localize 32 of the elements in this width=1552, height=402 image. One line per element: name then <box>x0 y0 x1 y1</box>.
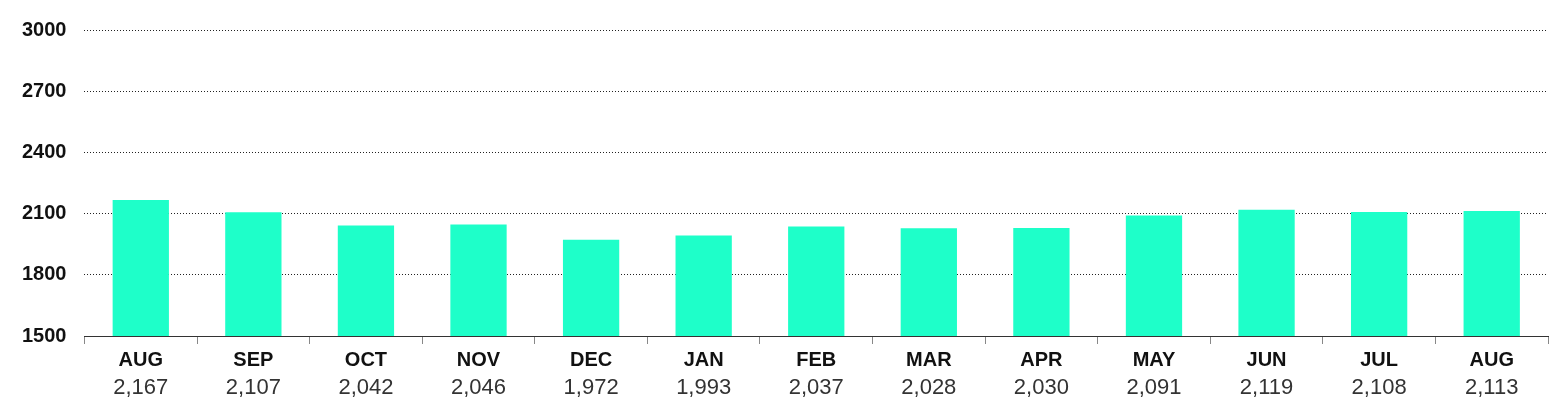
x-tick-label: AUG <box>118 347 164 370</box>
y-tick-label: 1500 <box>21 323 67 346</box>
x-tick-label: JUL <box>1360 347 1399 370</box>
x-tick-label: SEP <box>233 347 274 370</box>
y-tick-label: 2700 <box>21 78 67 101</box>
data-label: 2,108 <box>1351 374 1407 400</box>
x-tick-label: AUG <box>1469 347 1514 370</box>
y-tick-label: 3000 <box>21 17 67 40</box>
data-label: 1,993 <box>676 374 732 400</box>
x-tick-label: JUN <box>1246 347 1287 370</box>
data-label: 2,030 <box>1013 374 1069 400</box>
data-label: 1,972 <box>563 374 619 400</box>
x-tick-label: OCT <box>344 347 388 370</box>
data-label: 2,042 <box>338 374 394 400</box>
x-tick-label: APR <box>1020 347 1064 370</box>
data-label: 2,167 <box>113 374 169 400</box>
data-label: 2,119 <box>1239 374 1294 400</box>
data-label: 2,046 <box>450 374 507 400</box>
x-tick-label: MAR <box>906 347 953 370</box>
x-tick-label: FEB <box>796 347 837 370</box>
data-label: 2,113 <box>1465 374 1519 400</box>
x-tick-label: MAY <box>1132 347 1176 370</box>
y-tick-label: 1800 <box>21 262 67 285</box>
y-tick-label: 2400 <box>21 139 67 162</box>
data-label: 2,037 <box>788 374 844 400</box>
data-label: 2,091 <box>1126 374 1182 400</box>
data-label: 2,107 <box>225 374 281 400</box>
y-tick-label: 2100 <box>21 201 67 224</box>
x-tick-label: NOV <box>456 347 501 370</box>
x-tick-label: JAN <box>683 347 724 370</box>
x-tick-label: DEC <box>569 347 613 370</box>
data-label: 2,028 <box>901 374 957 400</box>
